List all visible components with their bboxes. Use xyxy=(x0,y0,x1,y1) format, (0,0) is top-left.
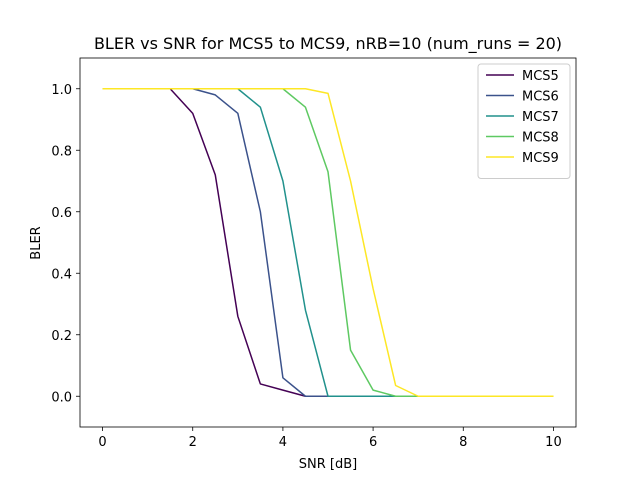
legend-label-mcs9: MCS9 xyxy=(522,151,559,166)
y-tick-label: 0.4 xyxy=(51,267,72,282)
y-axis-label: BLER xyxy=(29,226,44,259)
y-tick-label: 0.2 xyxy=(51,329,72,344)
chart-title: BLER vs SNR for MCS5 to MCS9, nRB=10 (nu… xyxy=(94,34,562,54)
x-tick-label: 6 xyxy=(369,435,377,450)
legend-box xyxy=(477,63,571,179)
x-tick-label: 0 xyxy=(98,435,106,450)
plot-area xyxy=(102,88,554,397)
y-tick-label: 0.0 xyxy=(51,390,72,405)
y-tick-label: 1.0 xyxy=(51,83,72,98)
legend-label-mcs5: MCS5 xyxy=(522,69,559,84)
series-line-mcs9 xyxy=(102,88,554,397)
y-tick-label: 0.6 xyxy=(51,206,72,221)
x-tick-label: 4 xyxy=(279,435,287,450)
x-axis-label: SNR [dB] xyxy=(299,457,357,472)
y-tick-label: 0.8 xyxy=(51,144,72,159)
legend-label-mcs7: MCS7 xyxy=(522,110,559,125)
x-tick-label: 2 xyxy=(189,435,197,450)
legend-label-mcs6: MCS6 xyxy=(522,90,559,105)
legend-label-mcs8: MCS8 xyxy=(522,131,559,146)
x-tick-label: 10 xyxy=(545,435,562,450)
legend: MCS5 MCS6 MCS7 MCS8 MCS9 xyxy=(477,63,571,179)
x-tick-label: 8 xyxy=(459,435,467,450)
axes-frame xyxy=(79,57,577,428)
axes: 0 2 4 6 8 10 0.0 0.2 0.4 0.6 0.8 1.0 xyxy=(51,57,577,450)
